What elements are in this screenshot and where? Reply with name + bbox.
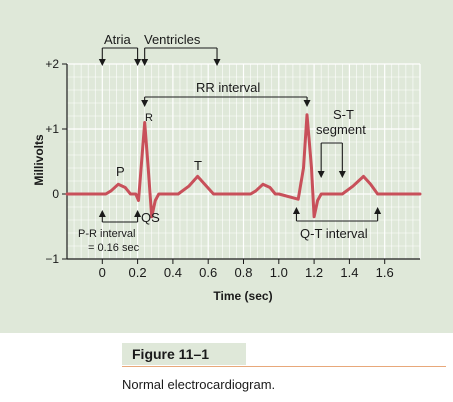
pr-interval-label-2: = 0.16 sec bbox=[88, 242, 140, 254]
r-wave-label: R bbox=[145, 112, 153, 124]
qt-arrow-left bbox=[292, 207, 300, 214]
x-axis-label: Time (sec) bbox=[213, 289, 272, 303]
atria-arrow-right bbox=[134, 59, 142, 66]
figure-divider bbox=[122, 366, 446, 367]
rr-arrow-right bbox=[303, 100, 311, 107]
annotation-layer bbox=[98, 47, 382, 223]
pr-arrow-left bbox=[98, 210, 106, 217]
x-tick-label: 0.2 bbox=[129, 265, 147, 280]
ecg-trace bbox=[65, 113, 422, 219]
x-tick-label: 1.6 bbox=[376, 265, 394, 280]
x-tick-label: 0.4 bbox=[164, 265, 182, 280]
st-segment-label-2: segment bbox=[316, 122, 366, 137]
rr-interval-label: RR interval bbox=[196, 80, 260, 95]
x-tick-label: 0 bbox=[99, 265, 106, 280]
qt-arrow-right bbox=[374, 207, 382, 214]
x-tick-label: 1.0 bbox=[270, 265, 288, 280]
figure-panel: 0 0.2 0.4 0.6 0.8 1.0 1.2 1.4 1.6 +2 +1 0 −1 Time (s… bbox=[0, 0, 453, 333]
qs-label: QS bbox=[141, 210, 160, 225]
x-tick-label: 1.4 bbox=[340, 265, 358, 280]
atria-arrow-left bbox=[98, 59, 106, 66]
figure-number: Figure 11–1 bbox=[122, 343, 246, 365]
ventricles-label: Ventricles bbox=[144, 32, 201, 47]
ecg-chart: 0 0.2 0.4 0.6 0.8 1.0 1.2 1.4 1.6 +2 +1 0 −1 Time (s… bbox=[32, 32, 422, 303]
ventricles-arrow-right bbox=[213, 59, 221, 66]
st-arrow-right bbox=[338, 171, 346, 178]
x-tick-label: 1.2 bbox=[305, 265, 323, 280]
y-tick-label: +1 bbox=[45, 122, 59, 136]
pr-interval-label-1: P-R interval bbox=[78, 228, 135, 240]
x-tick-label: 0.8 bbox=[234, 265, 252, 280]
qt-interval-label: Q-T interval bbox=[300, 226, 368, 241]
chart-axes: 0 0.2 0.4 0.6 0.8 1.0 1.2 1.4 1.6 +2 +1 0 −1 bbox=[45, 57, 420, 280]
st-segment-label-1: S-T bbox=[333, 107, 354, 122]
x-tick-label: 0.6 bbox=[199, 265, 217, 280]
y-axis-label: Millivolts bbox=[32, 134, 46, 186]
pr-arrow-right bbox=[134, 210, 142, 217]
y-tick-label: 0 bbox=[52, 187, 59, 201]
st-arrow-left bbox=[317, 171, 325, 178]
ventricles-arrow-left bbox=[141, 59, 149, 66]
y-tick-label: +2 bbox=[45, 57, 59, 71]
atria-label: Atria bbox=[104, 32, 132, 47]
rr-arrow-left bbox=[141, 100, 149, 107]
y-tick-label: −1 bbox=[45, 252, 59, 266]
t-wave-label: T bbox=[194, 158, 202, 173]
p-wave-label: P bbox=[116, 164, 125, 179]
figure-caption: Normal electrocardiogram. bbox=[122, 377, 276, 392]
ecg-trace-layer bbox=[65, 113, 422, 219]
